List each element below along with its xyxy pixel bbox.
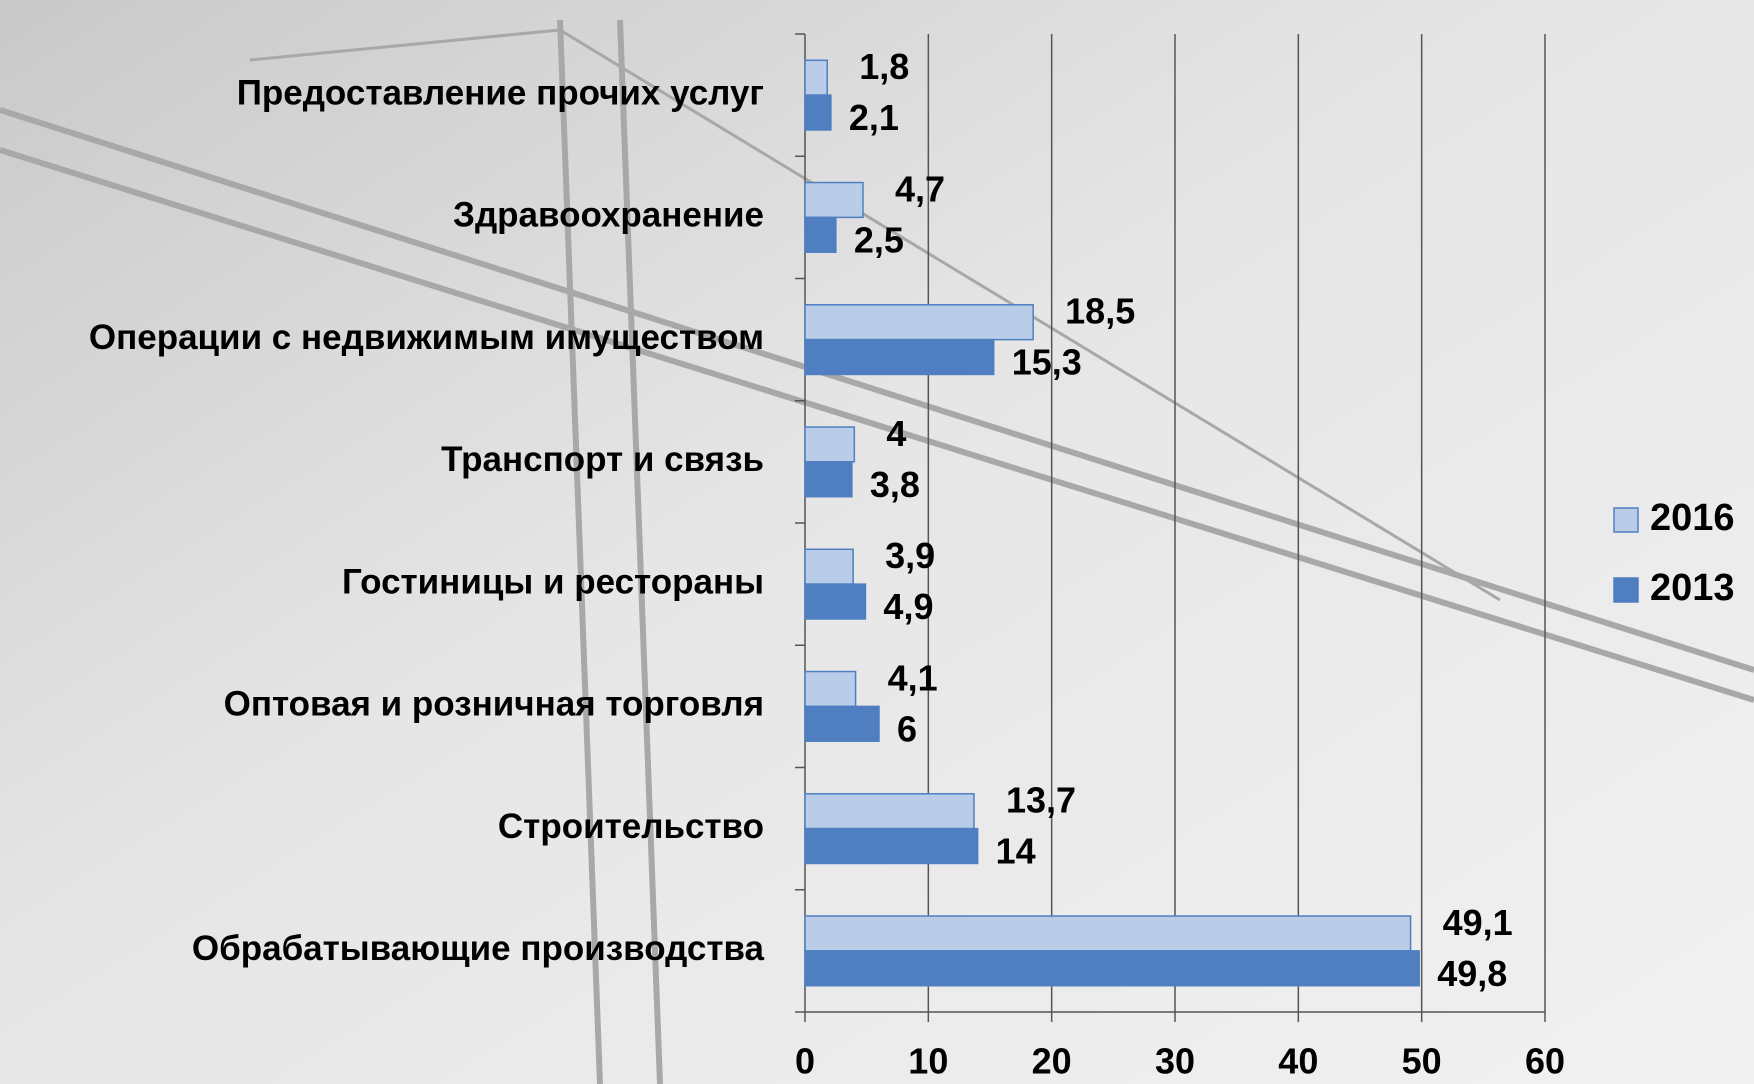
value-label: 4,7: [895, 168, 945, 209]
x-tick-label: 30: [1155, 1041, 1195, 1082]
bar: [804, 216, 837, 253]
category-label: Операции с недвижимым имуществом: [89, 318, 764, 357]
category-label: Обрабатывающие производства: [192, 929, 765, 968]
category-label: Транспорт и связь: [441, 440, 764, 479]
category-label: Предоставление прочих услуг: [237, 73, 764, 112]
value-label: 18,5: [1065, 291, 1135, 332]
value-label: 4,1: [888, 657, 938, 698]
bar: [804, 181, 864, 219]
value-label: 49,1: [1443, 902, 1513, 943]
value-label: 2,5: [854, 219, 904, 260]
category-label: Строительство: [498, 807, 764, 846]
value-label: 14: [996, 831, 1036, 872]
bar: [804, 426, 856, 463]
bar: [804, 670, 857, 708]
value-label: 1,8: [859, 46, 909, 87]
bar: [804, 827, 979, 865]
category-label: Оптовая и розничная торговля: [224, 685, 764, 724]
x-tick-label: 60: [1525, 1041, 1565, 1082]
value-label: 15,3: [1012, 342, 1082, 383]
x-tick-label: 10: [908, 1041, 948, 1082]
x-tick-label: 20: [1032, 1041, 1072, 1082]
bar: [804, 338, 995, 376]
category-label: Здравоохранение: [453, 196, 764, 235]
value-label: 4,9: [883, 586, 933, 627]
bar: [804, 304, 1034, 341]
value-label: 3,8: [870, 464, 920, 505]
bar: [804, 461, 853, 498]
bar: [804, 548, 854, 585]
value-label: 13,7: [1006, 780, 1076, 821]
value-label: 4: [886, 413, 906, 454]
bar: [804, 705, 880, 742]
crane-decoration: [0, 19, 1754, 1084]
value-label: 3,9: [885, 535, 935, 576]
legend-label: 2013: [1650, 567, 1735, 609]
bar: [804, 94, 832, 131]
value-label: 6: [897, 708, 917, 749]
legend-label: 2016: [1650, 497, 1735, 539]
value-label: 2,1: [849, 97, 899, 138]
bar: [804, 59, 828, 96]
bar: [804, 583, 867, 620]
bar: [804, 950, 1420, 987]
legend-swatch: [1613, 577, 1639, 603]
value-label: 49,8: [1437, 953, 1507, 994]
x-tick-label: 0: [795, 1041, 815, 1082]
x-tick-label: 50: [1402, 1041, 1442, 1082]
legend-swatch: [1613, 507, 1639, 533]
bar: [804, 793, 975, 830]
category-label: Гостиницы и рестораны: [342, 562, 764, 601]
x-tick-label: 40: [1278, 1041, 1318, 1082]
bar: [804, 915, 1412, 952]
